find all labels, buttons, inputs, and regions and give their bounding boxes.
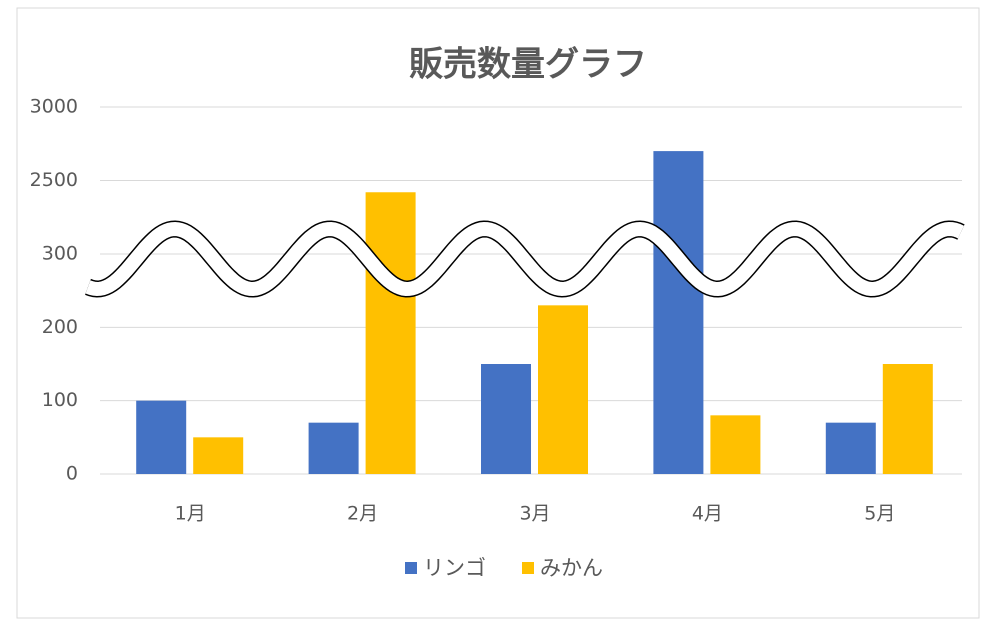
x-tick-label: 4月 — [692, 503, 723, 525]
bar — [308, 422, 359, 474]
bars — [136, 151, 933, 474]
bar — [481, 364, 531, 474]
x-tick-label: 3月 — [519, 503, 550, 525]
y-tick-label: 3000 — [30, 96, 78, 118]
legend-label: みかん — [540, 556, 603, 580]
x-tick-label: 5月 — [864, 503, 895, 525]
bar — [825, 422, 876, 474]
axis-break — [85, 220, 965, 298]
y-tick-label: 200 — [42, 316, 78, 338]
grid — [100, 106, 962, 475]
bar — [136, 400, 187, 474]
bar — [365, 192, 416, 474]
x-tick-label: 1月 — [175, 503, 206, 525]
bar — [653, 151, 704, 474]
y-tick-label: 2500 — [30, 169, 78, 191]
bar — [538, 305, 588, 474]
legend-swatch — [405, 562, 417, 574]
chart-area — [16, 7, 980, 619]
y-tick-label: 0 — [66, 463, 78, 485]
y-tick-label: 100 — [42, 389, 78, 411]
y-tick-label: 300 — [42, 243, 78, 265]
chart-title: 販売数量グラフ — [409, 45, 647, 85]
x-tick-label: 2月 — [347, 503, 378, 525]
bar — [193, 437, 244, 474]
legend-swatch — [522, 562, 534, 574]
break-fill — [85, 221, 964, 297]
bar — [882, 364, 933, 474]
bar — [710, 415, 761, 474]
legend-label: リンゴ — [423, 556, 486, 580]
